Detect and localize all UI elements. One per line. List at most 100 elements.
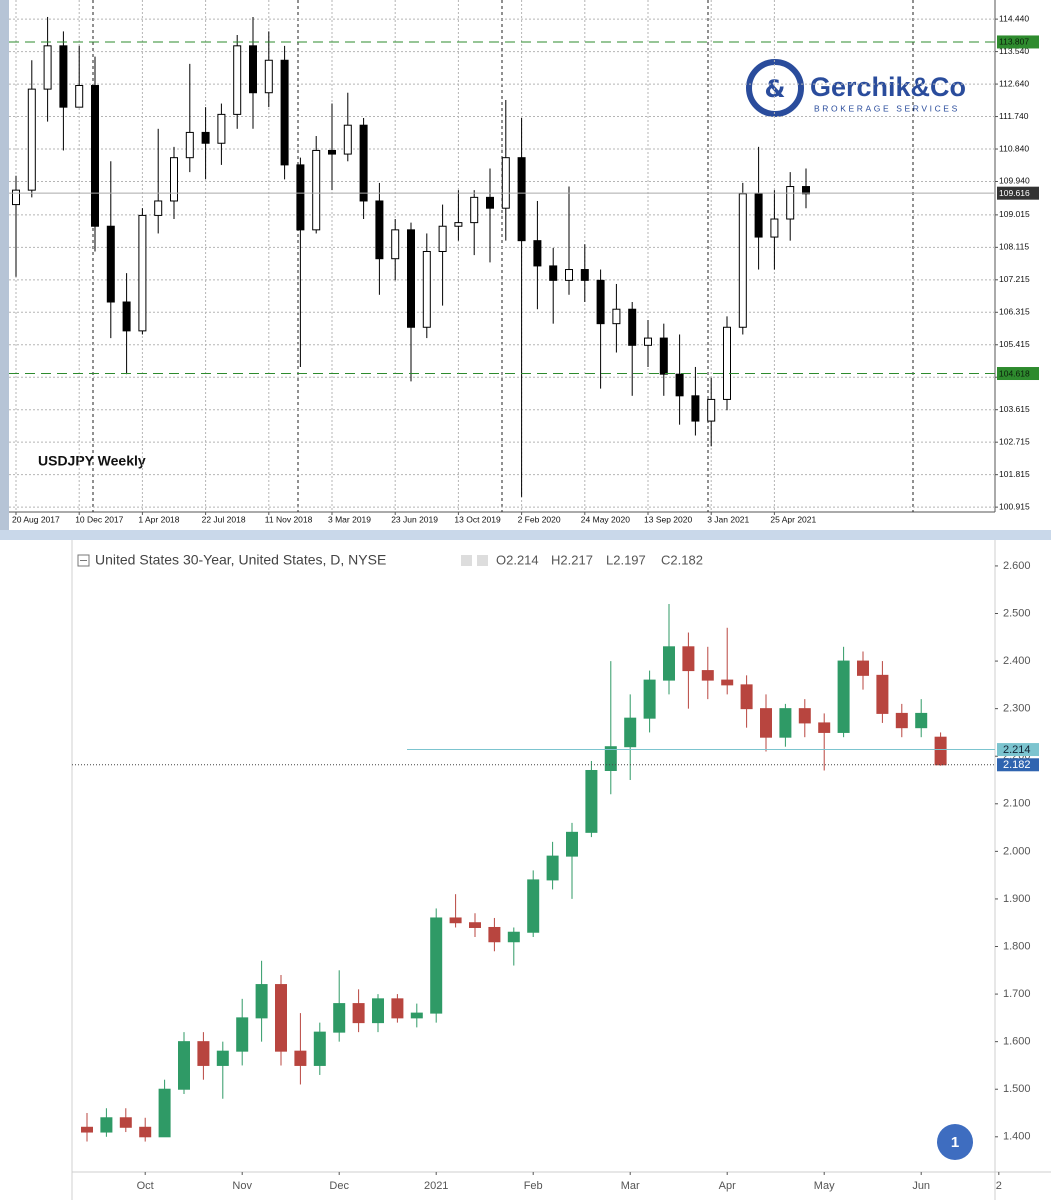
chart-title: United States 30-Year, United States, D,… xyxy=(95,552,386,568)
y-tick-label: 110.840 xyxy=(999,143,1029,153)
y-tick-label: 108.115 xyxy=(999,242,1029,252)
x-tick-label: 22 Jul 2018 xyxy=(202,514,246,524)
level-label-box xyxy=(997,743,1039,757)
candle-body xyxy=(454,222,463,227)
x-tick-label: Feb xyxy=(524,1180,543,1192)
logo-icon xyxy=(746,59,804,117)
y-tick-label: 111.740 xyxy=(999,111,1029,121)
panel-separator xyxy=(0,530,1051,540)
candle-body xyxy=(628,308,637,346)
level-label-box xyxy=(997,367,1039,381)
candle-body xyxy=(675,373,684,397)
candle-body xyxy=(216,1050,229,1066)
candle-body xyxy=(612,308,621,325)
candle-body xyxy=(533,240,542,267)
y-tick-label: 1.500 xyxy=(1003,1083,1031,1095)
x-tick-label: Oct xyxy=(137,1180,154,1192)
candle-body xyxy=(596,279,605,325)
candle-body xyxy=(585,769,598,833)
candle-body xyxy=(430,917,443,1014)
candle-body xyxy=(802,186,810,195)
y-tick-label: 2.600 xyxy=(1003,560,1031,572)
candle-body xyxy=(255,984,268,1019)
candle-body xyxy=(100,1117,113,1133)
candle-body xyxy=(201,131,210,144)
x-tick-label: Apr xyxy=(719,1180,736,1192)
candle-body xyxy=(779,708,792,738)
candle-body xyxy=(740,684,753,710)
candle-body xyxy=(81,1126,93,1133)
candle-body xyxy=(682,646,695,672)
ohlc-value: H2.217 xyxy=(551,552,593,567)
candle-body xyxy=(391,998,404,1019)
candle-body xyxy=(723,326,731,400)
badge xyxy=(937,1124,973,1160)
level-label-box xyxy=(997,35,1039,49)
candle-body xyxy=(313,1031,326,1066)
logo-name: Gerchik&Co xyxy=(810,72,966,102)
candle-body xyxy=(469,922,481,928)
candle-body xyxy=(296,164,305,231)
top-panel xyxy=(0,0,1051,540)
y-tick-label: 1.900 xyxy=(1003,893,1031,905)
candle-body xyxy=(154,200,163,216)
y-tick-label: 112.640 xyxy=(999,78,1029,88)
candle-body xyxy=(624,717,637,748)
candle-body xyxy=(75,85,84,108)
logo-glyph: & xyxy=(765,75,786,103)
settings-icon[interactable] xyxy=(461,555,472,566)
candle-body xyxy=(701,670,714,681)
candle-body xyxy=(122,301,131,332)
x-tick-label: Nov xyxy=(232,1180,252,1192)
candle-body xyxy=(738,193,747,328)
candle-body xyxy=(488,926,501,943)
x-tick-label: 2 Feb 2020 xyxy=(518,514,561,524)
candle-body xyxy=(119,1117,132,1128)
logo-tagline: BROKERAGE SERVICES xyxy=(814,103,960,113)
candle-body xyxy=(517,157,526,242)
y-tick-label: 1.700 xyxy=(1003,988,1031,1000)
x-tick-label: 1 Apr 2018 xyxy=(138,514,179,524)
ohlc-value: L2.197 xyxy=(606,552,646,567)
candle-body xyxy=(643,679,656,719)
y-tick-label: 2.500 xyxy=(1003,607,1031,619)
candle-body xyxy=(422,250,431,328)
y-tick-label: 1.800 xyxy=(1003,940,1031,952)
x-tick-label: Mar xyxy=(621,1180,640,1192)
candle-body xyxy=(43,45,52,90)
candle-body xyxy=(264,59,273,94)
candle-body xyxy=(294,1050,307,1066)
ohlc-value: O2.214 xyxy=(496,552,539,567)
window-frame xyxy=(0,0,9,540)
candle-body xyxy=(91,85,99,227)
x-tick-label: 3 Mar 2019 xyxy=(328,514,371,524)
level-label-box xyxy=(997,758,1039,772)
candle-body xyxy=(343,124,352,155)
x-tick-label: 13 Oct 2019 xyxy=(454,514,501,524)
y-tick-label: 114.440 xyxy=(999,13,1029,23)
candle-body xyxy=(236,1017,249,1052)
candle-body xyxy=(27,88,36,191)
settings-icon[interactable] xyxy=(477,555,488,566)
chart-title: USDJPY Weekly xyxy=(38,453,146,469)
level-label: 104.618 xyxy=(999,368,1030,378)
candle-body xyxy=(507,931,520,943)
candle-body xyxy=(644,337,652,346)
y-tick-label: 113.540 xyxy=(999,46,1029,56)
ohlc-legend: O2.214 H2.217 L2.197 C2.182 xyxy=(496,552,703,567)
candle-body xyxy=(249,45,257,94)
candle-body xyxy=(691,395,700,422)
candle-body xyxy=(760,708,772,738)
y-tick-label: 2.000 xyxy=(1003,845,1031,857)
last-price-box xyxy=(997,186,1039,200)
level-label: 113.807 xyxy=(999,37,1029,47)
candle-body xyxy=(857,660,869,676)
y-tick-label: 103.615 xyxy=(999,404,1030,414)
collapse-icon[interactable] xyxy=(77,554,90,567)
candle-body xyxy=(233,45,242,115)
candle-body xyxy=(170,157,178,202)
x-tick-label: 2021 xyxy=(424,1180,448,1192)
y-tick-label: 107.215 xyxy=(999,274,1030,284)
